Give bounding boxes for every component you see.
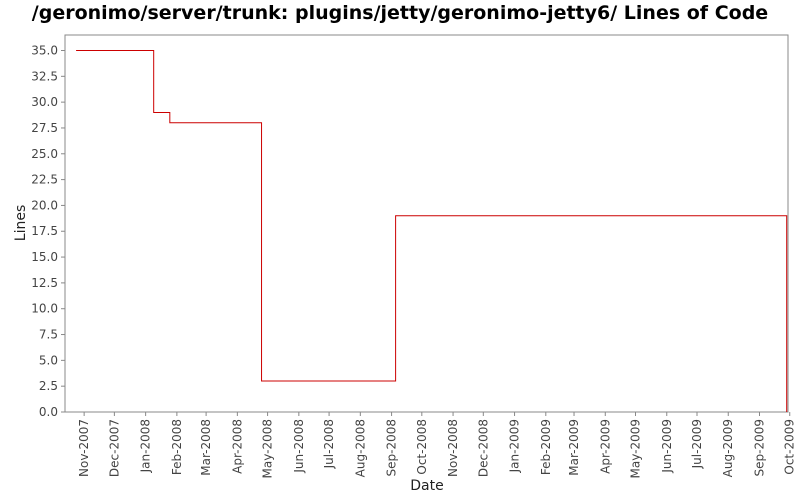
x-tick-label: Apr-2009	[598, 419, 612, 474]
y-tick-label: 7.5	[39, 328, 58, 342]
y-tick-label: 10.0	[31, 302, 58, 316]
y-tick-label: 5.0	[39, 353, 58, 367]
x-tick-label: Jun-2008	[292, 419, 306, 474]
y-tick-label: 22.5	[31, 173, 58, 187]
x-tick-label: Apr-2008	[230, 419, 244, 474]
x-tick-label: Mar-2009	[567, 419, 581, 476]
x-tick-label: May-2009	[629, 419, 643, 478]
y-tick-label: 35.0	[31, 43, 58, 57]
x-tick-label: Jun-2009	[660, 419, 674, 474]
x-tick-label: Nov-2008	[446, 419, 460, 477]
y-axis: 0.0 2.5 5.0 7.5 10.0 12.5 15.0 17.5 20.0 22.5 25.0…	[31, 43, 65, 419]
x-tick-label: Feb-2008	[170, 419, 184, 475]
x-axis-label: Date	[410, 478, 443, 494]
x-tick-label: Jan-2008	[139, 419, 153, 473]
plot-area	[64, 34, 789, 413]
x-tick-label: Aug-2009	[721, 419, 735, 477]
y-tick-label: 32.5	[31, 69, 58, 83]
x-tick-label: Mar-2008	[199, 419, 213, 476]
y-tick-label: 12.5	[31, 276, 58, 290]
y-tick-label: 27.5	[31, 121, 58, 135]
x-tick-label: Oct-2008	[415, 419, 429, 475]
y-tick-label: 0.0	[39, 405, 58, 419]
y-tick-label: 17.5	[31, 224, 58, 238]
x-tick-label: Sep-2009	[752, 419, 766, 477]
y-axis-label: Lines	[13, 205, 29, 241]
y-tick-label: 20.0	[31, 198, 58, 212]
x-tick-label: May-2008	[261, 419, 275, 478]
x-tick-label: Jul-2008	[322, 419, 336, 469]
x-tick-label: Sep-2008	[385, 419, 399, 477]
x-axis: Nov-2007 Dec-2007 Jan-2008 Feb-2008 Mar-2008…	[77, 412, 797, 478]
x-tick-label: Jan-2009	[508, 419, 522, 473]
x-tick-label: Dec-2007	[107, 419, 121, 477]
series-line	[76, 49, 788, 412]
y-tick-label: 25.0	[31, 147, 58, 161]
x-tick-label: Feb-2009	[539, 419, 553, 475]
y-tick-label: 30.0	[31, 95, 58, 109]
x-tick-label: Oct-2009	[783, 419, 797, 475]
x-tick-label: Aug-2008	[353, 419, 367, 477]
y-tick-label: 15.0	[31, 250, 58, 264]
y-tick-label: 2.5	[39, 379, 58, 393]
x-tick-label: Jul-2009	[690, 419, 704, 469]
chart-title: /geronimo/server/trunk: plugins/jetty/ge…	[31, 2, 769, 24]
x-tick-label: Nov-2007	[77, 419, 91, 477]
x-tick-label: Dec-2008	[476, 419, 490, 477]
